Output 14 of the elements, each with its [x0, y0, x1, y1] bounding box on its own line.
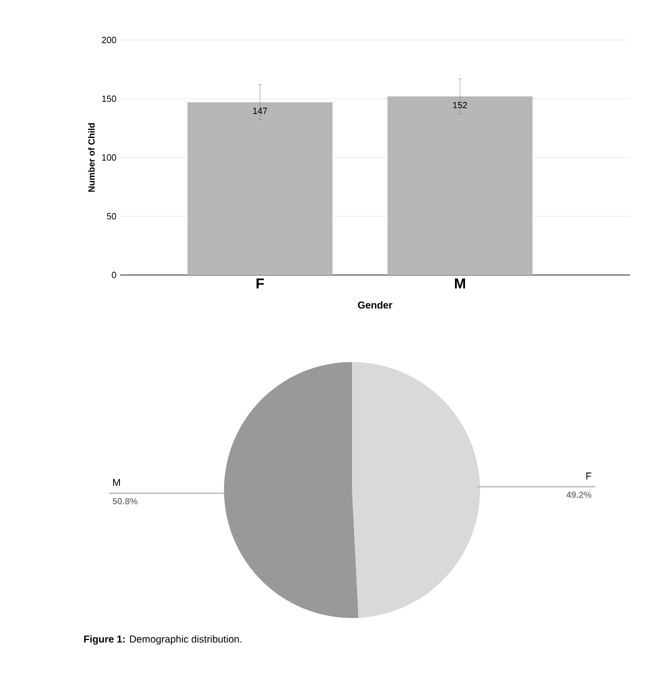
x-axis-title: Gender [358, 301, 392, 309]
y-tick-label: 50 [106, 213, 116, 220]
y-tick-label: 200 [102, 36, 116, 44]
text: Figure 1: Demographic distribution. [84, 635, 242, 645]
data-label: 49.2% [566, 492, 592, 498]
data-label: 50.8% [112, 498, 138, 504]
slice-label: F [586, 472, 592, 480]
y-tick-label: 0 [112, 272, 116, 278]
y-tick-label: 100 [102, 154, 116, 161]
data-label: 147 [253, 108, 268, 114]
y-tick-label: 150 [102, 96, 116, 102]
y-axis-title: Number of Child [88, 123, 95, 192]
slice-label: M [113, 478, 120, 486]
data-label: 152 [453, 102, 468, 108]
